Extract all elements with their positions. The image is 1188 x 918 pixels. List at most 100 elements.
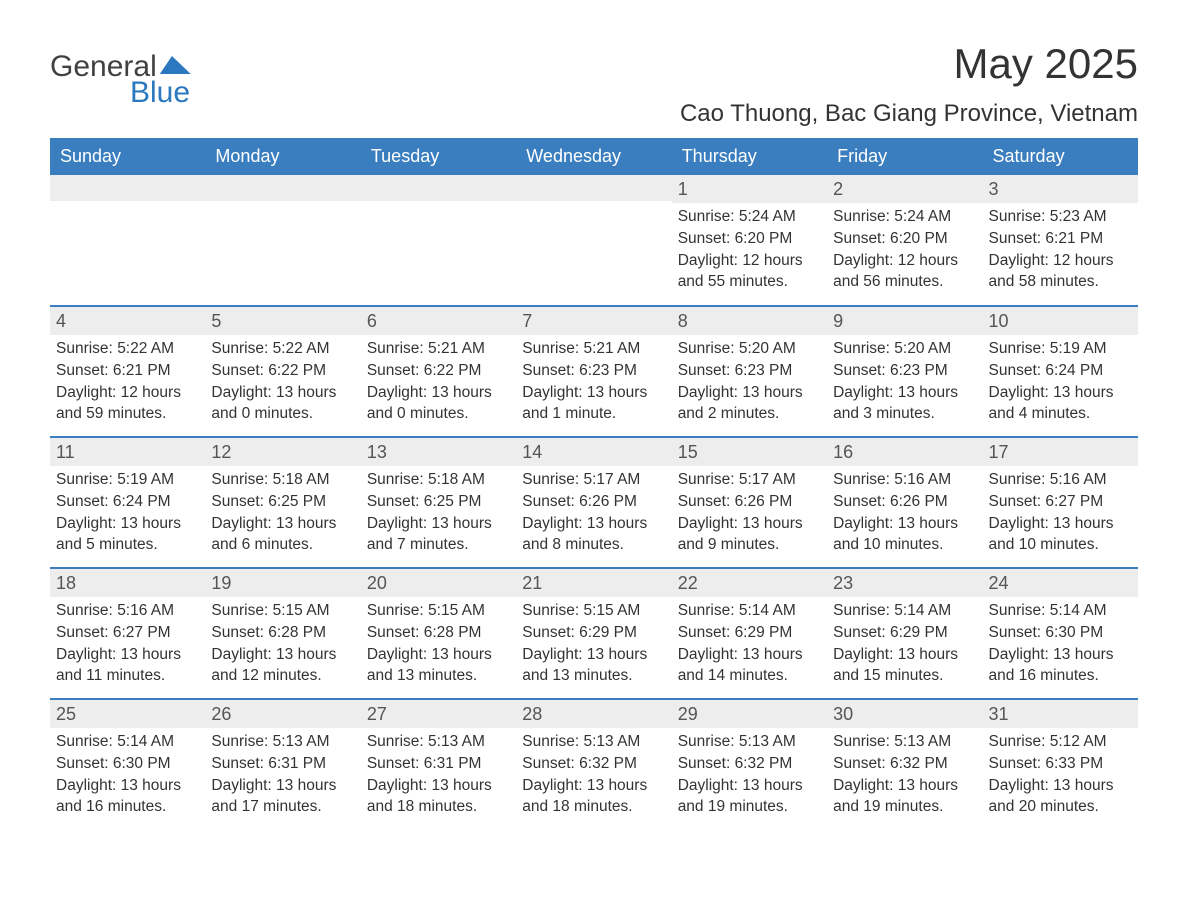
day-info: Sunrise: 5:21 AMSunset: 6:22 PMDaylight:… (367, 339, 510, 425)
sunset-value: 6:30 PM (113, 755, 171, 772)
daylight-label: Daylight: (989, 777, 1049, 794)
sunset-line: Sunset: 6:32 PM (833, 754, 976, 775)
day-cell: 19Sunrise: 5:15 AMSunset: 6:28 PMDayligh… (205, 569, 360, 698)
daylight-line: Daylight: 12 hours and 58 minutes. (989, 251, 1132, 293)
day-cell: 18Sunrise: 5:16 AMSunset: 6:27 PMDayligh… (50, 569, 205, 698)
sunset-line: Sunset: 6:23 PM (678, 361, 821, 382)
daylight-label: Daylight: (833, 777, 893, 794)
day-info: Sunrise: 5:17 AMSunset: 6:26 PMDaylight:… (678, 470, 821, 556)
day-cell: 6Sunrise: 5:21 AMSunset: 6:22 PMDaylight… (361, 307, 516, 436)
day-info: Sunrise: 5:20 AMSunset: 6:23 PMDaylight:… (833, 339, 976, 425)
daylight-label: Daylight: (833, 646, 893, 663)
daylight-label: Daylight: (833, 252, 893, 269)
sunset-value: 6:24 PM (113, 493, 171, 510)
daylight-label: Daylight: (989, 515, 1049, 532)
day-cell: 2Sunrise: 5:24 AMSunset: 6:20 PMDaylight… (827, 175, 982, 305)
sunrise-value: 5:14 AM (894, 602, 951, 619)
sunset-line: Sunset: 6:20 PM (833, 229, 976, 250)
logo-text-blue: Blue (130, 76, 192, 110)
sunset-label: Sunset: (367, 493, 420, 510)
sunset-line: Sunset: 6:20 PM (678, 229, 821, 250)
sunset-value: 6:28 PM (424, 624, 482, 641)
sunset-line: Sunset: 6:23 PM (522, 361, 665, 382)
daylight-label: Daylight: (56, 777, 116, 794)
sunset-line: Sunset: 6:26 PM (522, 492, 665, 513)
day-info: Sunrise: 5:13 AMSunset: 6:32 PMDaylight:… (678, 732, 821, 818)
sunset-label: Sunset: (678, 493, 731, 510)
sunrise-label: Sunrise: (678, 208, 735, 225)
title-block: May 2025 Cao Thuong, Bac Giang Province,… (680, 40, 1138, 128)
sunset-label: Sunset: (56, 755, 109, 772)
calendar: SundayMondayTuesdayWednesdayThursdayFrid… (50, 138, 1138, 829)
day-info: Sunrise: 5:24 AMSunset: 6:20 PMDaylight:… (678, 207, 821, 293)
day-number: 20 (361, 569, 516, 597)
daylight-line: Daylight: 13 hours and 0 minutes. (211, 383, 354, 425)
daylight-line: Daylight: 13 hours and 19 minutes. (833, 776, 976, 818)
day-number: 9 (827, 307, 982, 335)
sunrise-line: Sunrise: 5:21 AM (367, 339, 510, 360)
daylight-line: Daylight: 12 hours and 56 minutes. (833, 251, 976, 293)
daylight-line: Daylight: 13 hours and 13 minutes. (367, 645, 510, 687)
weekday-header: Sunday (50, 138, 205, 175)
sunset-value: 6:28 PM (268, 624, 326, 641)
sunset-label: Sunset: (833, 624, 886, 641)
sunrise-value: 5:24 AM (894, 208, 951, 225)
week-row: 25Sunrise: 5:14 AMSunset: 6:30 PMDayligh… (50, 698, 1138, 829)
sunrise-value: 5:15 AM (583, 602, 640, 619)
sunrise-value: 5:12 AM (1050, 733, 1107, 750)
day-cell: 21Sunrise: 5:15 AMSunset: 6:29 PMDayligh… (516, 569, 671, 698)
daylight-label: Daylight: (522, 515, 582, 532)
daylight-label: Daylight: (211, 646, 271, 663)
sunset-value: 6:32 PM (890, 755, 948, 772)
sunrise-value: 5:14 AM (739, 602, 796, 619)
day-cell: 5Sunrise: 5:22 AMSunset: 6:22 PMDaylight… (205, 307, 360, 436)
sunrise-value: 5:15 AM (428, 602, 485, 619)
sunrise-label: Sunrise: (678, 733, 735, 750)
daylight-label: Daylight: (367, 384, 427, 401)
sunset-label: Sunset: (211, 624, 264, 641)
sunset-label: Sunset: (522, 362, 575, 379)
sunrise-value: 5:13 AM (894, 733, 951, 750)
daylight-line: Daylight: 13 hours and 10 minutes. (833, 514, 976, 556)
sunset-line: Sunset: 6:30 PM (989, 623, 1132, 644)
sunrise-line: Sunrise: 5:24 AM (678, 207, 821, 228)
day-number: 8 (672, 307, 827, 335)
day-number: 2 (827, 175, 982, 203)
sunset-value: 6:29 PM (890, 624, 948, 641)
daylight-label: Daylight: (367, 646, 427, 663)
sunrise-line: Sunrise: 5:22 AM (211, 339, 354, 360)
sunset-line: Sunset: 6:31 PM (211, 754, 354, 775)
sunset-label: Sunset: (522, 624, 575, 641)
daylight-line: Daylight: 13 hours and 4 minutes. (989, 383, 1132, 425)
sunset-value: 6:30 PM (1045, 624, 1103, 641)
day-info: Sunrise: 5:13 AMSunset: 6:31 PMDaylight:… (211, 732, 354, 818)
day-number: 16 (827, 438, 982, 466)
daylight-line: Daylight: 13 hours and 18 minutes. (522, 776, 665, 818)
sunrise-value: 5:15 AM (273, 602, 330, 619)
day-info: Sunrise: 5:24 AMSunset: 6:20 PMDaylight:… (833, 207, 976, 293)
sunrise-label: Sunrise: (367, 340, 424, 357)
day-cell: 10Sunrise: 5:19 AMSunset: 6:24 PMDayligh… (983, 307, 1138, 436)
sunrise-label: Sunrise: (833, 340, 890, 357)
day-info: Sunrise: 5:19 AMSunset: 6:24 PMDaylight:… (56, 470, 199, 556)
sunrise-label: Sunrise: (678, 340, 735, 357)
day-cell: 27Sunrise: 5:13 AMSunset: 6:31 PMDayligh… (361, 700, 516, 829)
weekday-header: Saturday (983, 138, 1138, 175)
day-info: Sunrise: 5:21 AMSunset: 6:23 PMDaylight:… (522, 339, 665, 425)
sunset-line: Sunset: 6:23 PM (833, 361, 976, 382)
sunrise-label: Sunrise: (56, 340, 113, 357)
sunset-label: Sunset: (522, 493, 575, 510)
day-info: Sunrise: 5:20 AMSunset: 6:23 PMDaylight:… (678, 339, 821, 425)
sunrise-line: Sunrise: 5:14 AM (56, 732, 199, 753)
sunrise-line: Sunrise: 5:18 AM (367, 470, 510, 491)
day-number: 4 (50, 307, 205, 335)
day-cell (516, 175, 671, 305)
daylight-line: Daylight: 13 hours and 2 minutes. (678, 383, 821, 425)
day-number: 19 (205, 569, 360, 597)
sunset-label: Sunset: (522, 755, 575, 772)
sunrise-line: Sunrise: 5:13 AM (833, 732, 976, 753)
sunrise-value: 5:13 AM (583, 733, 640, 750)
sunset-value: 6:33 PM (1045, 755, 1103, 772)
daylight-line: Daylight: 13 hours and 20 minutes. (989, 776, 1132, 818)
day-cell: 7Sunrise: 5:21 AMSunset: 6:23 PMDaylight… (516, 307, 671, 436)
